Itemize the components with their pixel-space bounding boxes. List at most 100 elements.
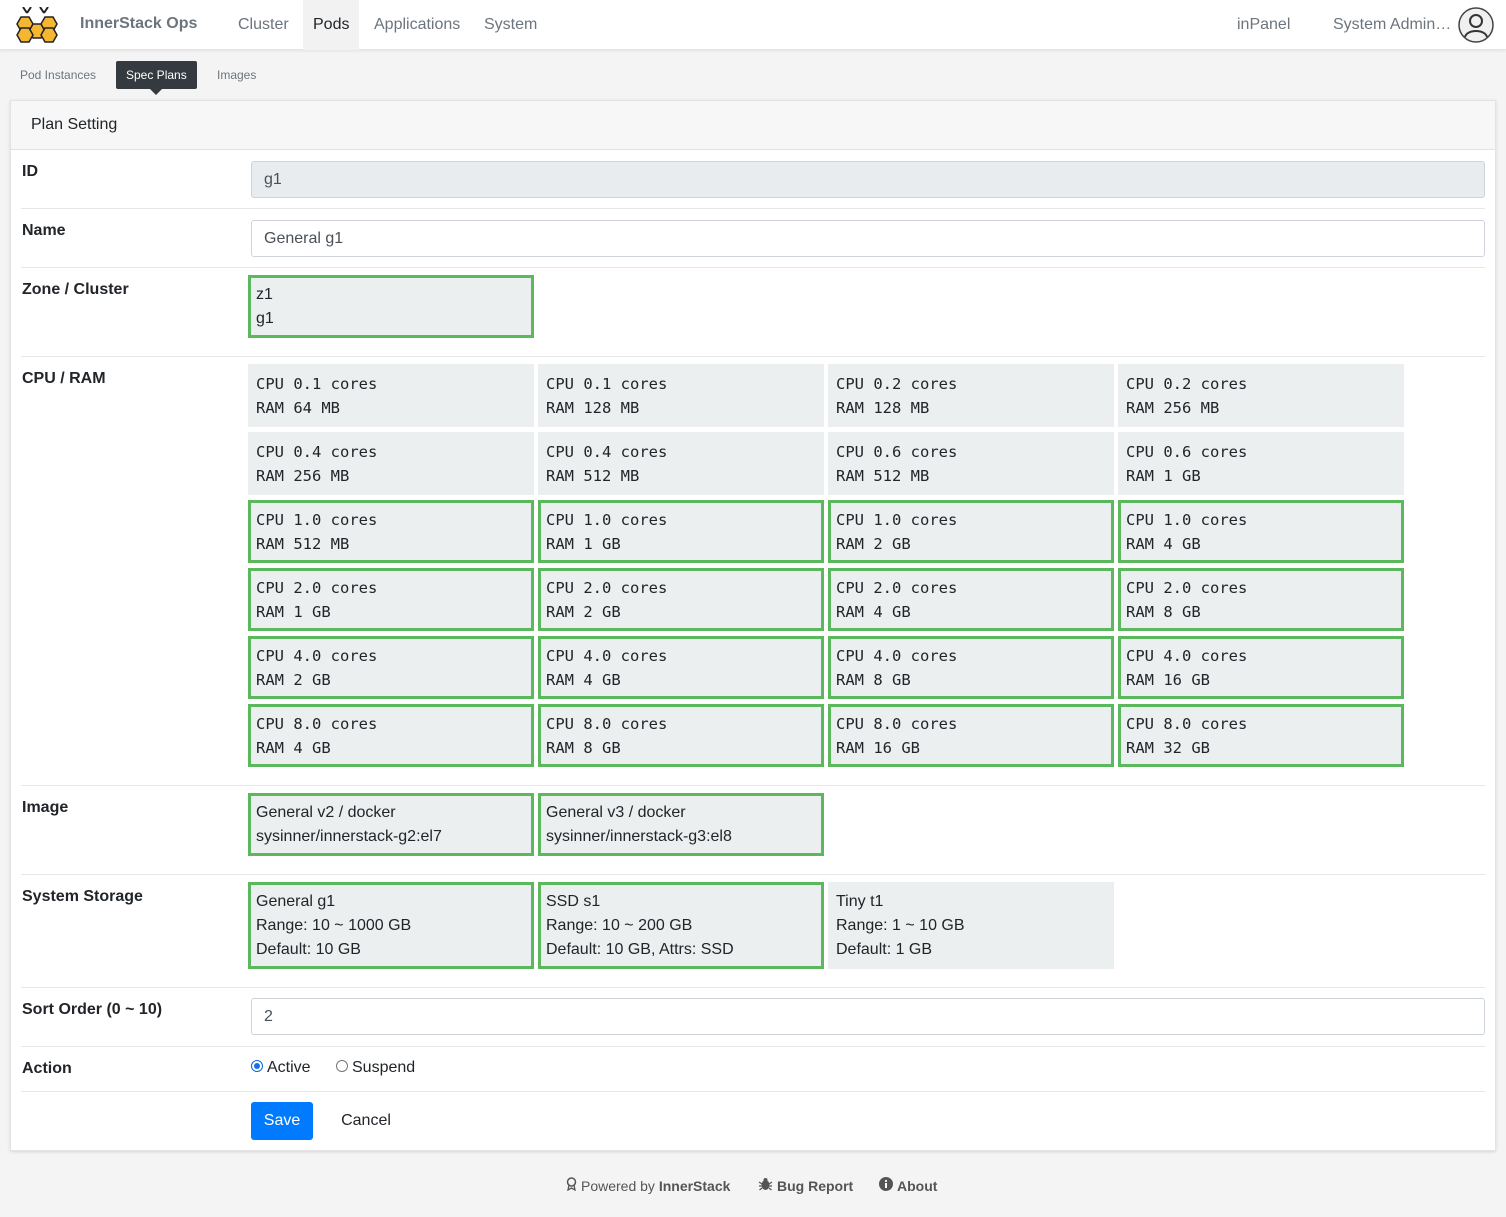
image-ref: sysinner/innerstack-g2:el7 [256,828,442,845]
id-input[interactable]: g1 [251,161,1485,198]
image-option[interactable]: General v3 / docker sysinner/innerstack-… [538,793,824,856]
cpu-ram-option[interactable]: CPU 0.1 cores RAM 128 MB [538,364,824,427]
storage-default: Default: 10 GB [256,941,361,958]
bug-report-label: Bug Report [777,1178,854,1194]
cpu-value: CPU 0.6 cores [836,443,958,461]
cpu-ram-option[interactable]: CPU 0.4 cores RAM 512 MB [538,432,824,495]
cpu-ram-option[interactable]: CPU 0.6 cores RAM 1 GB [1118,432,1404,495]
suspend-radio-label: Suspend [352,1059,416,1076]
ram-value: RAM 128 MB [836,399,930,417]
user-menu[interactable]: System Admin… [1333,16,1452,33]
cpu-ram-option[interactable]: CPU 1.0 cores RAM 4 GB [1118,500,1404,563]
cpu-ram-option[interactable]: CPU 1.0 cores RAM 512 MB [248,500,534,563]
cpu-ram-option[interactable]: CPU 2.0 cores RAM 1 GB [248,568,534,631]
cpu-value: CPU 8.0 cores [836,715,958,733]
cpu-value: CPU 0.4 cores [256,443,378,461]
action-label: Action [22,1060,72,1077]
zone-cluster-option[interactable]: z1 g1 [248,275,534,338]
save-button[interactable]: Save [251,1102,313,1140]
cpu-ram-option[interactable]: CPU 0.2 cores RAM 256 MB [1118,364,1404,427]
active-radio[interactable] [251,1060,263,1073]
nav-applications[interactable]: Applications [374,16,461,33]
powered-prefix: Powered by [581,1178,655,1194]
sort-order-input[interactable]: 2 [251,998,1485,1035]
nav-cluster[interactable]: Cluster [238,16,289,33]
cluster-value: g1 [256,310,274,327]
subnav-images[interactable]: Images [217,68,257,82]
sort-order-label: Sort Order (0 ~ 10) [22,1001,163,1018]
ram-value: RAM 8 GB [836,671,911,689]
cpu-ram-option[interactable]: CPU 2.0 cores RAM 2 GB [538,568,824,631]
divider [21,208,1485,209]
cpu-value: CPU 4.0 cores [1126,647,1248,665]
nav-inpanel-link[interactable]: inPanel [1237,16,1291,33]
cpu-ram-option[interactable]: CPU 0.4 cores RAM 256 MB [248,432,534,495]
suspend-radio[interactable] [336,1060,348,1073]
ram-value: RAM 512 MB [836,467,930,485]
cpu-value: CPU 0.6 cores [1126,443,1248,461]
brand-name[interactable]: InnerStack Ops [80,15,198,32]
cpu-ram-option[interactable]: CPU 4.0 cores RAM 8 GB [828,636,1114,699]
cpu-ram-option[interactable]: CPU 0.1 cores RAM 64 MB [248,364,534,427]
user-avatar-icon[interactable] [1458,7,1494,43]
storage-option[interactable]: Tiny t1 Range: 1 ~ 10 GB Default: 1 GB [828,882,1114,969]
cpu-value: CPU 8.0 cores [546,715,668,733]
image-label: Image [22,799,69,816]
card-title: Plan Setting [31,116,118,133]
nav-system[interactable]: System [484,16,538,33]
image-option[interactable]: General v2 / docker sysinner/innerstack-… [248,793,534,856]
cpu-ram-option[interactable]: CPU 4.0 cores RAM 2 GB [248,636,534,699]
ram-value: RAM 2 GB [256,671,331,689]
cpu-value: CPU 1.0 cores [546,511,668,529]
ram-value: RAM 128 MB [546,399,640,417]
cpu-ram-option[interactable]: CPU 1.0 cores RAM 1 GB [538,500,824,563]
cpu-value: CPU 8.0 cores [1126,715,1248,733]
ram-value: RAM 8 GB [546,739,621,757]
about-link[interactable]: About [879,1175,937,1197]
storage-default: Default: 1 GB [836,941,933,958]
ram-value: RAM 16 GB [836,739,920,757]
subnav-spec-plans[interactable]: Spec Plans [116,61,197,95]
ram-value: RAM 1 GB [546,535,621,553]
subnav-pod-instances[interactable]: Pod Instances [20,68,97,82]
cpu-ram-option[interactable]: CPU 0.6 cores RAM 512 MB [828,432,1114,495]
action-suspend-option[interactable]: Suspend [336,1059,415,1079]
cpu-ram-option[interactable]: CPU 8.0 cores RAM 4 GB [248,704,534,767]
bug-report-link[interactable]: Bug Report [758,1175,853,1197]
ram-value: RAM 32 GB [1126,739,1210,757]
ram-value: RAM 1 GB [256,603,331,621]
cpu-ram-option[interactable]: CPU 8.0 cores RAM 32 GB [1118,704,1404,767]
action-active-option[interactable]: Active [251,1059,311,1079]
powered-by-link[interactable]: Powered by InnerStack [566,1175,730,1197]
nav-pods[interactable]: Pods [303,0,360,50]
zone-value: z1 [256,286,273,303]
cancel-button[interactable]: Cancel [341,1112,391,1129]
logo-icon[interactable] [13,6,63,45]
cpu-ram-option[interactable]: CPU 0.2 cores RAM 128 MB [828,364,1114,427]
cpu-value: CPU 0.4 cores [546,443,668,461]
storage-option[interactable]: General g1 Range: 10 ~ 1000 GB Default: … [248,882,534,969]
cpu-value: CPU 0.1 cores [546,375,668,393]
cpu-value: CPU 1.0 cores [1126,511,1248,529]
id-label: ID [22,163,38,180]
name-input[interactable]: General g1 [251,220,1485,257]
cpu-ram-label: CPU / RAM [22,370,106,387]
cpu-ram-option[interactable]: CPU 1.0 cores RAM 2 GB [828,500,1114,563]
cpu-ram-option[interactable]: CPU 8.0 cores RAM 16 GB [828,704,1114,767]
info-icon [879,1175,893,1197]
award-icon [566,1175,577,1197]
storage-option[interactable]: SSD s1 Range: 10 ~ 200 GB Default: 10 GB… [538,882,824,969]
cpu-value: CPU 0.1 cores [256,375,378,393]
cpu-ram-option[interactable]: CPU 4.0 cores RAM 16 GB [1118,636,1404,699]
cpu-ram-option[interactable]: CPU 4.0 cores RAM 4 GB [538,636,824,699]
ram-value: RAM 4 GB [1126,535,1201,553]
ram-value: RAM 4 GB [256,739,331,757]
cpu-ram-option[interactable]: CPU 8.0 cores RAM 8 GB [538,704,824,767]
divider [21,1046,1485,1047]
cpu-value: CPU 2.0 cores [836,579,958,597]
ram-value: RAM 1 GB [1126,467,1201,485]
cpu-value: CPU 2.0 cores [546,579,668,597]
cpu-ram-option[interactable]: CPU 2.0 cores RAM 4 GB [828,568,1114,631]
cpu-ram-option[interactable]: CPU 2.0 cores RAM 8 GB [1118,568,1404,631]
storage-name: General g1 [256,893,336,910]
